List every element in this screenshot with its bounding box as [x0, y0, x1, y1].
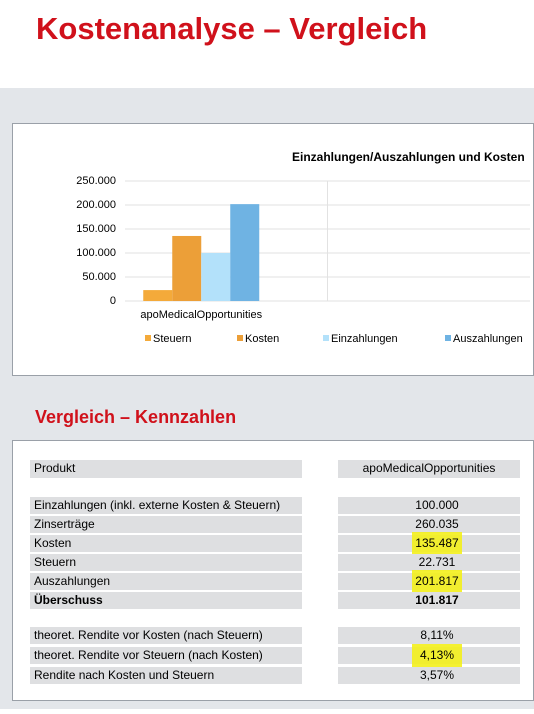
table-cell-bg: [30, 516, 302, 533]
highlight: [412, 570, 462, 593]
table-cell-bg: [30, 460, 302, 478]
table-cell-bg: [338, 627, 520, 644]
y-tick-label: 50.000: [82, 271, 116, 283]
table-cell-bg: [338, 592, 520, 609]
row-label: Einzahlungen (inkl. externe Kosten & Ste…: [34, 498, 280, 512]
bar: [172, 235, 202, 301]
highlight: [412, 532, 462, 555]
row-value: 8,11%: [420, 628, 453, 642]
y-tick-label: 100.000: [76, 247, 116, 259]
x-tick-label: apoMedicalOpportunities: [140, 309, 262, 321]
table-cell-bg: [338, 497, 520, 514]
y-tick-label: 150.000: [76, 223, 116, 235]
legend-swatch: [145, 335, 151, 341]
row-label: Auszahlungen: [34, 574, 110, 588]
table-cell-bg: [338, 516, 520, 533]
chart-box: [12, 123, 534, 376]
y-tick-label: 0: [110, 295, 116, 307]
row-label: Steuern: [34, 555, 76, 569]
row-label: theoret. Rendite vor Steuern (nach Koste…: [34, 648, 263, 662]
table-header: Produkt: [34, 461, 76, 475]
legend-label: Kosten: [245, 333, 279, 345]
page-title: Kostenanalyse – Vergleich: [36, 11, 427, 46]
table-cell-bg: [30, 535, 302, 552]
y-tick-label: 250.000: [76, 175, 116, 187]
row-value: 100.000: [415, 498, 459, 512]
table-cell-bg: [30, 497, 302, 514]
row-value: 201.817: [415, 574, 459, 588]
bar: [201, 253, 231, 301]
table-cell-bg: [30, 647, 302, 664]
table-cell-bg: [338, 667, 520, 684]
row-value: 4,13%: [420, 648, 454, 662]
table-cell-bg: [30, 667, 302, 684]
row-value: 101.817: [415, 593, 459, 607]
row-value: 22.731: [419, 555, 456, 569]
row-value: 260.035: [415, 517, 459, 531]
row-label: Zinserträge: [34, 517, 95, 531]
section-title: Vergleich – Kennzahlen: [35, 407, 236, 427]
row-label: Überschuss: [34, 592, 103, 607]
row-value: 3,57%: [420, 668, 454, 682]
legend-swatch: [445, 335, 451, 341]
row-label: Rendite nach Kosten und Steuern: [34, 668, 214, 682]
row-label: theoret. Rendite vor Kosten (nach Steuer…: [34, 628, 263, 642]
y-tick-label: 200.000: [76, 199, 116, 211]
table-cell-bg: [338, 554, 520, 571]
legend-swatch: [323, 335, 329, 341]
legend-label: Auszahlungen: [453, 333, 523, 345]
legend-label: Einzahlungen: [331, 333, 398, 345]
legend-swatch: [237, 335, 243, 341]
bar: [143, 290, 173, 301]
table-cell-bg: [30, 573, 302, 590]
table-cell-bg: [30, 592, 302, 609]
row-value: 135.487: [415, 536, 459, 550]
highlight: [412, 644, 462, 667]
row-label: Kosten: [34, 536, 71, 550]
chart-title: Einzahlungen/Auszahlungen und Kosten: [292, 150, 525, 164]
table-cell-bg: [338, 460, 520, 478]
table-cell-bg: [30, 554, 302, 571]
table-cell-bg: [30, 627, 302, 644]
table-header: apoMedicalOpportunities: [363, 461, 496, 475]
legend-label: Steuern: [153, 333, 192, 345]
bar: [230, 204, 260, 301]
